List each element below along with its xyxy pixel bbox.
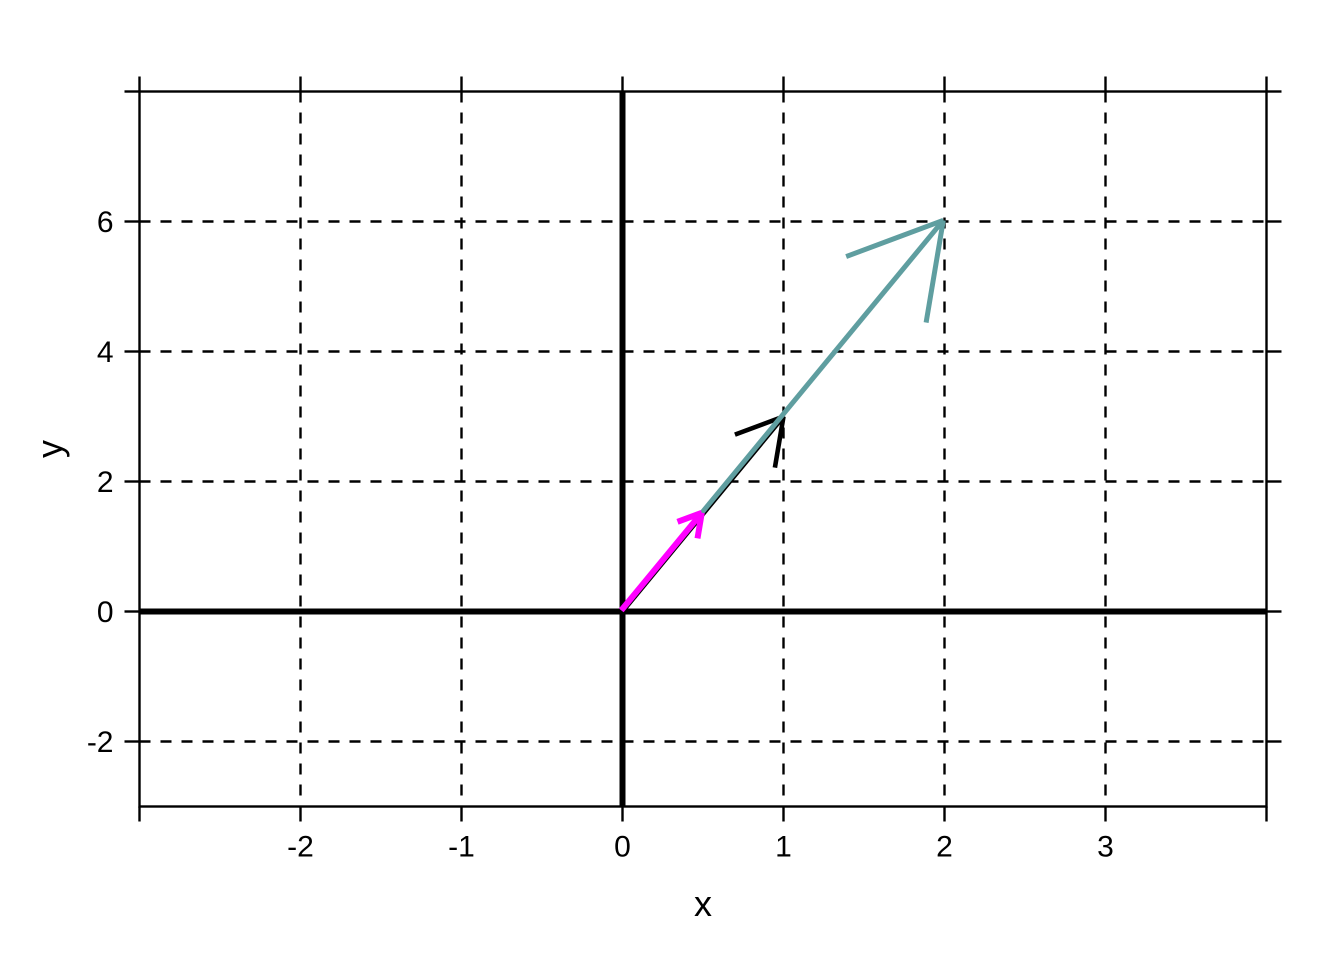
x-tick-label: 0 <box>614 831 631 864</box>
vector-black-head-barb <box>772 416 786 469</box>
y-tick-label: -2 <box>87 726 114 759</box>
plot-border <box>138 90 1268 808</box>
vector-teal-head-barb <box>923 219 946 323</box>
x-axis-title: x <box>694 883 712 924</box>
vector-teal-head-barb <box>845 217 945 259</box>
vector-magenta-head-barb <box>694 512 705 539</box>
y-tick-label: 4 <box>97 336 114 369</box>
x-tick-label: 2 <box>936 831 953 864</box>
y-tick-label: 2 <box>97 466 114 499</box>
vector-magenta-shaft <box>618 510 705 613</box>
y-tick-label: 6 <box>97 206 114 239</box>
x-tick-label: 3 <box>1097 831 1114 864</box>
y-axis-title: y <box>29 440 70 458</box>
vector-black-head-barb <box>734 414 785 437</box>
x-tick-label: 1 <box>775 831 792 864</box>
vector-magenta-head-barb <box>676 509 703 525</box>
x-tick-label: -2 <box>287 831 314 864</box>
y-tick-label: 0 <box>97 596 114 629</box>
x-tick-label: -1 <box>448 831 475 864</box>
